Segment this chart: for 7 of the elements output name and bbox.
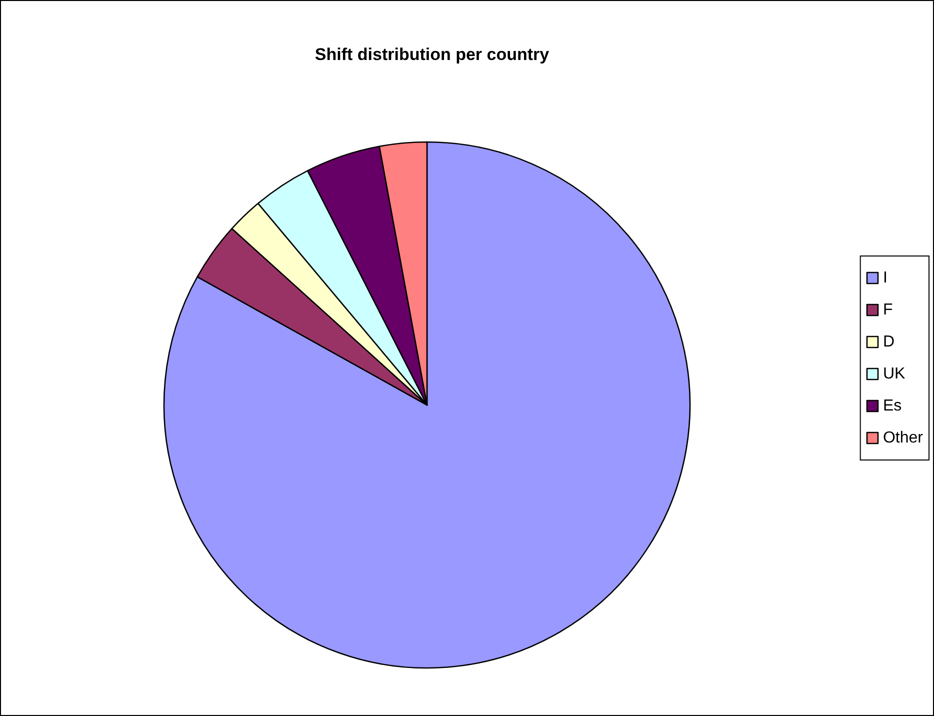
legend-label: I — [882, 270, 888, 286]
chart-title: Shift distribution per country — [314, 45, 550, 64]
legend-label: Other — [882, 430, 924, 446]
legend-label: F — [882, 302, 893, 318]
legend-label: UK — [882, 366, 906, 382]
legend-label: Es — [882, 398, 902, 414]
legend-label: D — [882, 334, 895, 350]
